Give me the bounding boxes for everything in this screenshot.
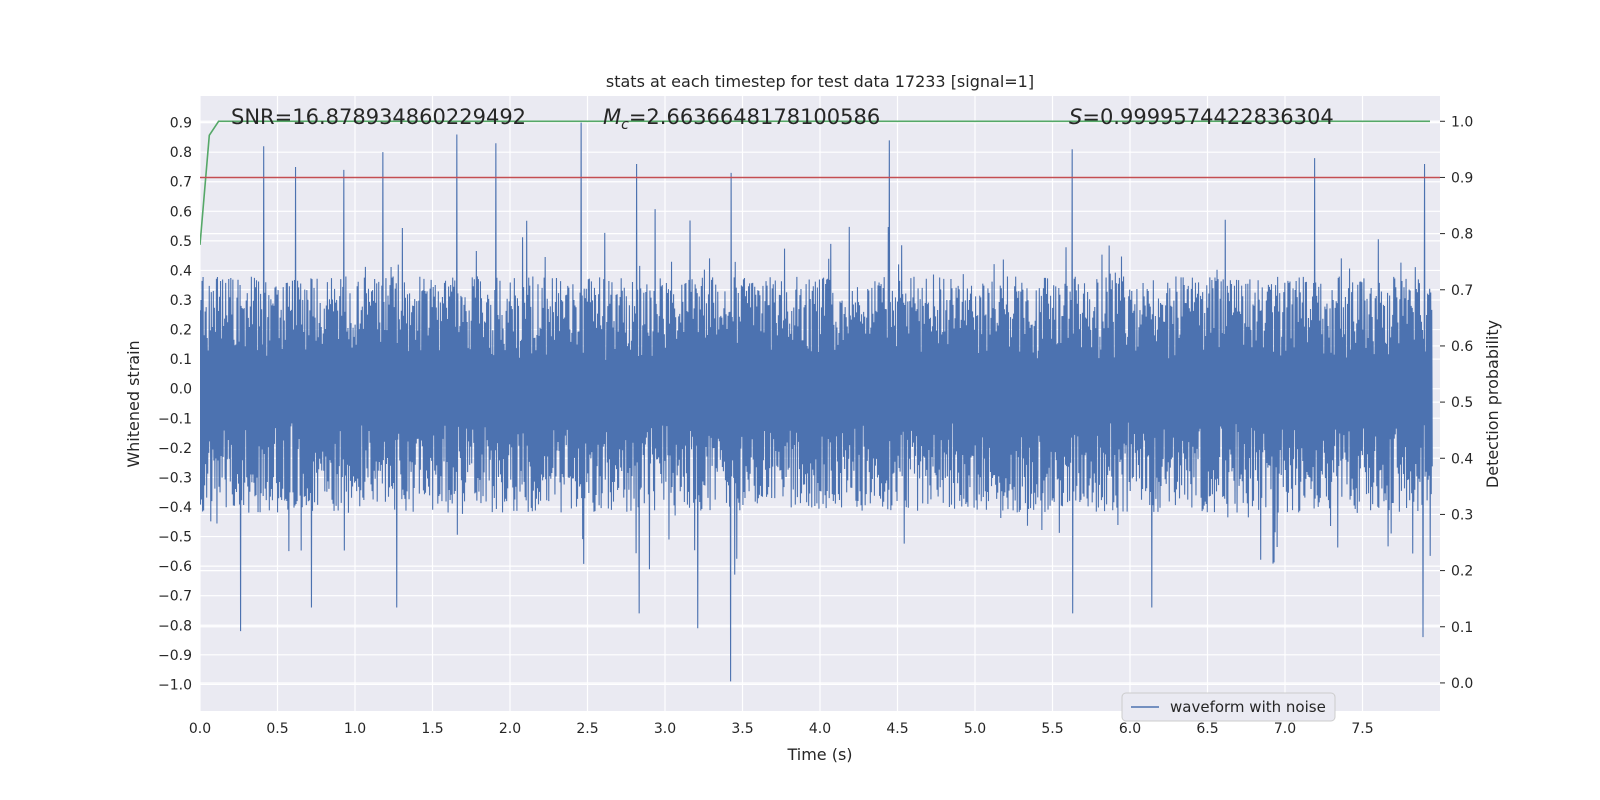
x-tick-label: 5.5 [1041,721,1063,737]
y-tick-label: 0.1 [170,352,192,368]
legend-box [1121,692,1336,722]
y-tick-label: −0.1 [158,411,192,427]
y-tick-label: 0.0 [170,382,192,398]
x-tick-label: 7.0 [1274,721,1296,737]
y-tick-label: 0.3 [170,293,192,309]
chirp-mass-annotation: Mc=2.6636648178100586 [603,105,880,133]
x-tick-label: 2.5 [576,721,598,737]
detection-probability-series [200,120,1430,245]
y-tick-label: −0.7 [158,589,192,605]
y-tick-label: −0.2 [158,441,192,457]
chirp-mass-symbol: M [603,105,621,129]
y2-tick-label: 0.0 [1451,676,1473,692]
s-value: =0.9999574422836304 [1082,105,1333,129]
y2-tick-label: 0.8 [1451,227,1473,243]
x-tick-label: 1.0 [344,721,366,737]
x-tick-label: 0.0 [189,721,211,737]
y-axis-ticks: 0.9 0.8 0.7 0.6 0.5 0.4 0.3 0.2 0.1 0.0 −0.1 −0.2 −0… [158,116,192,694]
y2-tick-label: 0.4 [1451,451,1473,467]
y2-tick-label: 0.9 [1451,170,1473,186]
y-tick-label: −0.4 [158,500,192,516]
y2-axis-label: Detection probability [1483,320,1502,488]
y-tick-label: 0.7 [170,175,192,191]
y-tick-label: −0.9 [158,648,192,664]
x-tick-label: 0.5 [266,721,288,737]
y-tick-label: 0.5 [170,234,192,250]
legend-label: waveform with noise [1170,698,1326,716]
x-tick-label: 2.0 [499,721,521,737]
series-layer [200,120,1440,682]
chart-title: stats at each timestep for test data 172… [606,72,1034,91]
y2-tick-label: 0.2 [1451,564,1473,580]
y2-tick-label: 0.7 [1451,283,1473,299]
y2-tick-label: 0.1 [1451,620,1473,636]
y2-tick-label: 0.6 [1451,339,1473,355]
chirp-mass-value: =2.6636648178100586 [629,105,880,129]
x-tick-label: 6.0 [1119,721,1141,737]
y-tick-label: −0.3 [158,470,192,486]
snr-annotation: SNR=16.878934860229492 [231,105,526,129]
x-tick-label: 4.0 [809,721,831,737]
y-tick-label: 0.6 [170,204,192,220]
y2-tick-label: 0.3 [1451,507,1473,523]
x-tick-label: 4.5 [886,721,908,737]
s-annotation: S=0.9999574422836304 [1069,105,1334,129]
y-tick-label: −1.0 [158,677,192,693]
y-tick-label: −0.8 [158,618,192,634]
y2-tick-label: 1.0 [1451,114,1473,130]
x-tick-label: 3.0 [654,721,676,737]
y-tick-label: 0.4 [170,263,192,279]
x-tick-label: 3.5 [731,721,753,737]
y-tick-label: 0.9 [170,116,192,132]
x-tick-label: 5.0 [964,721,986,737]
x-tick-label: 6.5 [1196,721,1218,737]
y-tick-label: −0.5 [158,530,192,546]
x-tick-label: 1.5 [421,721,443,737]
s-symbol: S [1069,105,1082,129]
y2-tick-label: 0.5 [1451,395,1473,411]
waveform-series [200,122,1433,682]
y-tick-label: 0.2 [170,323,192,339]
y-tick-label: 0.8 [170,145,192,161]
y-tick-label: −0.6 [158,559,192,575]
x-axis-ticks: 0.0 0.5 1.0 1.5 2.0 2.5 3.0 3.5 4.0 4.5 5.0 5.5 6.0 6… [189,721,1374,737]
x-tick-label: 7.5 [1351,721,1373,737]
y-axis-label: Whitened strain [124,340,143,467]
y2-axis-ticks: 1.0 0.9 0.8 0.7 0.6 0.5 0.4 0.3 0.2 0.1 0.0 [1440,114,1473,692]
chirp-mass-subscript: c [621,117,629,133]
x-axis-label: Time (s) [786,745,852,764]
legend: waveform with noise [1121,692,1336,722]
